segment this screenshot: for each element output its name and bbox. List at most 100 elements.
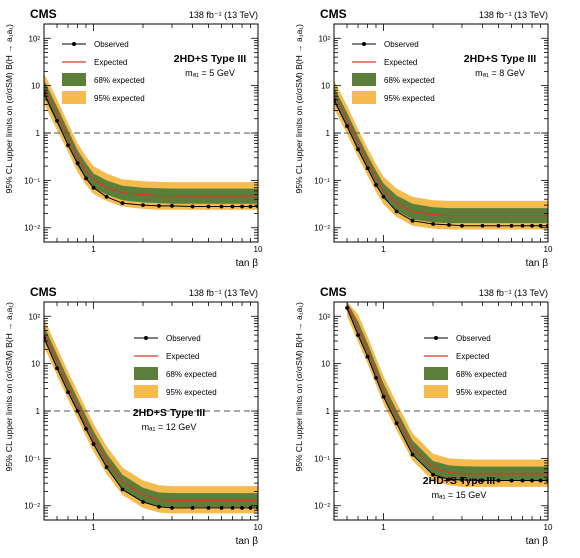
observed-point [91, 185, 96, 190]
observed-point [230, 506, 235, 510]
observed-point [219, 204, 224, 209]
band-68-expected [347, 302, 548, 481]
observed-point [240, 204, 244, 209]
y-tick-label: 10 [321, 360, 330, 369]
observed-point [509, 478, 514, 483]
observed-point [230, 204, 235, 209]
band-68-expected [44, 80, 258, 204]
legend-observed-marker [434, 336, 438, 340]
y-tick-label: 1 [326, 407, 331, 416]
legend-band95-swatch [352, 91, 376, 104]
observed-point [75, 409, 80, 413]
observed-point [356, 147, 360, 152]
legend-band68-label: 68% expected [166, 370, 217, 379]
chart-panel-4: 10⁻² 10⁻¹ 1 10 10² 1 10 tan β 95% CL upper limit… [294, 285, 553, 547]
observed-point [410, 452, 415, 457]
legend-expected-label: Expected [456, 352, 489, 361]
y-tick-label: 10 [31, 360, 40, 369]
mass-label: mₐ₁ = 15 GeV [432, 490, 487, 500]
observed-point [55, 119, 59, 123]
legend-band95-label: 95% expected [166, 388, 217, 397]
legend-band95-swatch [62, 91, 86, 104]
observed-point [120, 201, 125, 206]
x-tick-label: 1 [381, 523, 386, 532]
observed-point [394, 209, 399, 214]
y-tick-label: 10 [321, 82, 330, 91]
chart-panel-3: 10⁻² 10⁻¹ 1 10 10² 1 10 tan β 95% CL upper limit… [4, 285, 263, 547]
observed-point [104, 194, 109, 199]
luminosity-label: 138 fb⁻¹ (13 TeV) [479, 288, 548, 298]
observed-point [381, 194, 386, 199]
observed-point [248, 204, 253, 209]
y-axis-title: 95% CL upper limits on (σ/σSM) B(H → a₁a… [4, 302, 14, 472]
y-tick-label: 10⁻¹ [314, 454, 330, 463]
y-tick-label: 10⁻² [24, 224, 40, 233]
observed-point [104, 465, 109, 470]
observed-point [520, 223, 525, 228]
legend-observed-marker [362, 42, 366, 46]
observed-point [365, 166, 370, 171]
y-tick-label: 10² [28, 312, 40, 321]
x-tick-label: 10 [544, 523, 553, 532]
observed-point [75, 161, 80, 166]
y-tick-label: 10 [31, 82, 40, 91]
x-tick-label: 10 [254, 245, 263, 254]
legend-band95-swatch [424, 385, 448, 398]
observed-point [190, 506, 195, 510]
observed-point [84, 176, 88, 181]
legend-band95-label: 95% expected [94, 94, 145, 103]
legend-band68-swatch [424, 367, 448, 380]
y-tick-label: 1 [36, 407, 41, 416]
observed-point [219, 506, 224, 510]
observed-point [365, 354, 370, 359]
chart-panel-2: 10⁻² 10⁻¹ 1 10 10² 1 10 tan β 95% CL upper limit… [294, 7, 553, 269]
observed-point [120, 487, 125, 492]
model-label: 2HD+S Type III [464, 53, 537, 65]
legend-band95-label: 95% expected [384, 94, 435, 103]
legend: Observed Expected 68% expected 95% expected [352, 40, 435, 104]
plot-area [44, 318, 258, 514]
observed-point [84, 426, 88, 431]
observed-point [374, 375, 378, 380]
observed-point [394, 421, 399, 426]
legend-band68-label: 68% expected [384, 76, 435, 85]
expected-line [346, 302, 548, 475]
expected-line [334, 94, 548, 217]
plot-area [334, 302, 548, 487]
luminosity-label: 138 fb⁻¹ (13 TeV) [189, 10, 258, 20]
luminosity-label: 138 fb⁻¹ (13 TeV) [189, 288, 258, 298]
legend: Observed Expected 68% expected 95% expected [134, 334, 217, 398]
observed-point [141, 203, 145, 208]
observed-point [356, 333, 360, 338]
x-axis-title: tan β [526, 258, 549, 269]
observed-point [345, 306, 349, 310]
y-tick-label: 10² [318, 34, 330, 43]
y-tick-label: 10² [318, 312, 330, 321]
observed-point [157, 504, 161, 509]
observed-point [66, 390, 70, 395]
x-tick-label: 1 [381, 245, 386, 254]
y-tick-label: 10⁻² [24, 502, 40, 511]
y-tick-label: 10⁻² [314, 224, 330, 233]
experiment-label: CMS [30, 285, 57, 299]
x-axis-title: tan β [236, 536, 259, 547]
mass-label: mₐ₁ = 12 GeV [142, 422, 197, 432]
expected-line [44, 87, 258, 197]
experiment-label: CMS [320, 285, 347, 299]
observed-point [345, 124, 349, 128]
chart-panel-1: 10⁻² 10⁻¹ 1 10 10² 1 10 tan β 95% CL upper limit… [4, 7, 263, 269]
model-label: 2HD+S Type III [423, 475, 496, 487]
legend-observed-label: Observed [94, 40, 129, 49]
observed-point [381, 394, 386, 399]
x-axis-title: tan β [236, 258, 259, 269]
y-tick-label: 10⁻¹ [314, 176, 330, 185]
observed-point [410, 218, 415, 223]
legend-band95-swatch [134, 385, 158, 398]
legend: Observed Expected 68% expected 95% expected [62, 40, 145, 104]
expected-line [44, 332, 258, 501]
x-tick-label: 10 [544, 245, 553, 254]
experiment-label: CMS [320, 7, 347, 21]
legend-band68-label: 68% expected [456, 370, 507, 379]
x-tick-label: 10 [254, 523, 263, 532]
